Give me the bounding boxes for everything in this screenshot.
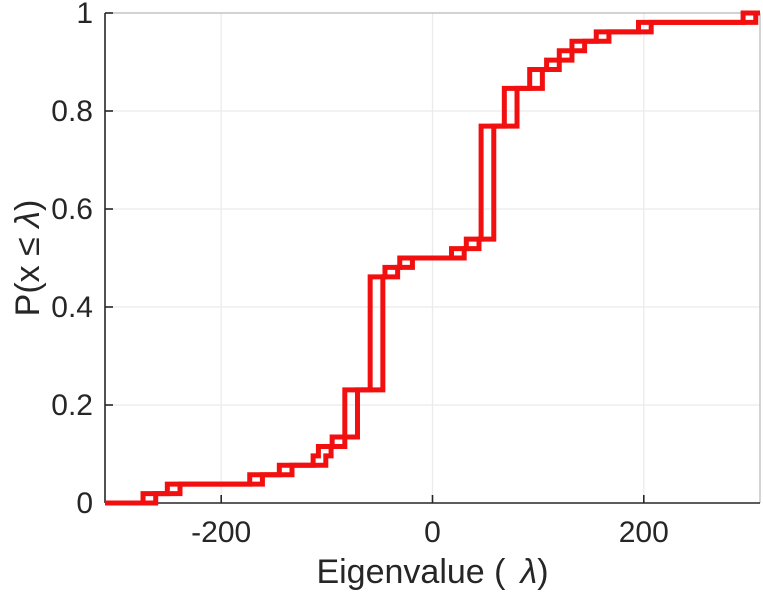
y-axis-label-lambda: λ [9,211,47,228]
y-tick-label: 0.4 [51,291,93,324]
y-tick-label: 0 [76,487,93,520]
y-tick-label: 1 [76,0,93,30]
x-axis-label-suffix: ) [537,553,549,591]
x-tick-label: 200 [619,516,669,549]
y-axis-label-text: P(x ≤ [9,227,47,317]
ecdf-curve-2 [105,10,760,506]
x-axis-label: Eigenvalue ( λ) [105,553,760,592]
y-tick-label: 0.6 [51,193,93,226]
y-axis-label-suffix: ) [9,199,47,212]
x-tick-label: 0 [424,516,441,549]
x-tick-label: -200 [191,516,251,549]
x-axis-label-lambda: λ [520,553,538,591]
y-tick-label: 0.2 [51,389,93,422]
y-tick-label: 0.8 [51,95,93,128]
x-axis-label-text: Eigenvalue ( [316,553,506,591]
y-axis-label: P(x ≤ λ) [6,108,50,408]
